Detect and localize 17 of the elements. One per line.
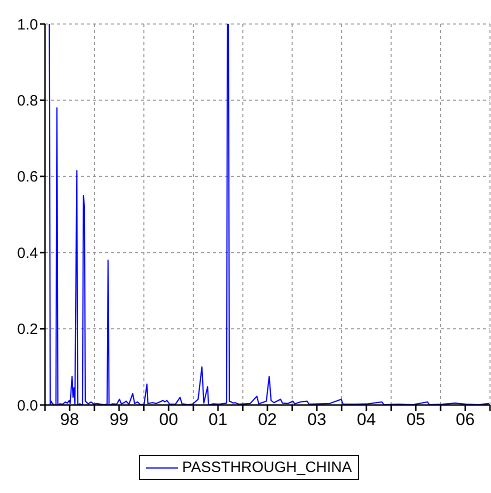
x-tick-label: 01 bbox=[208, 410, 228, 430]
y-tick-label: 0.8 bbox=[17, 92, 38, 110]
legend-label: PASSTHROUGH_CHINA bbox=[182, 459, 352, 476]
x-tick-label: 04 bbox=[356, 410, 376, 430]
y-tick-label: 0.0 bbox=[17, 397, 38, 414]
x-tick-label: 02 bbox=[258, 410, 277, 430]
line-series bbox=[48, 24, 490, 405]
y-tick-label: 0.4 bbox=[17, 244, 38, 262]
x-tick-label: 00 bbox=[159, 410, 178, 430]
y-tick-label: 1.0 bbox=[17, 16, 38, 34]
y-tick-label: 0.6 bbox=[17, 168, 38, 186]
x-tick-label: 99 bbox=[110, 410, 129, 430]
x-tick-label: 06 bbox=[456, 410, 475, 430]
x-tick-label: 03 bbox=[307, 410, 326, 430]
y-tick-label: 0.2 bbox=[17, 321, 38, 338]
x-tick-label: 98 bbox=[60, 410, 80, 430]
x-tick-label: 05 bbox=[406, 410, 426, 430]
